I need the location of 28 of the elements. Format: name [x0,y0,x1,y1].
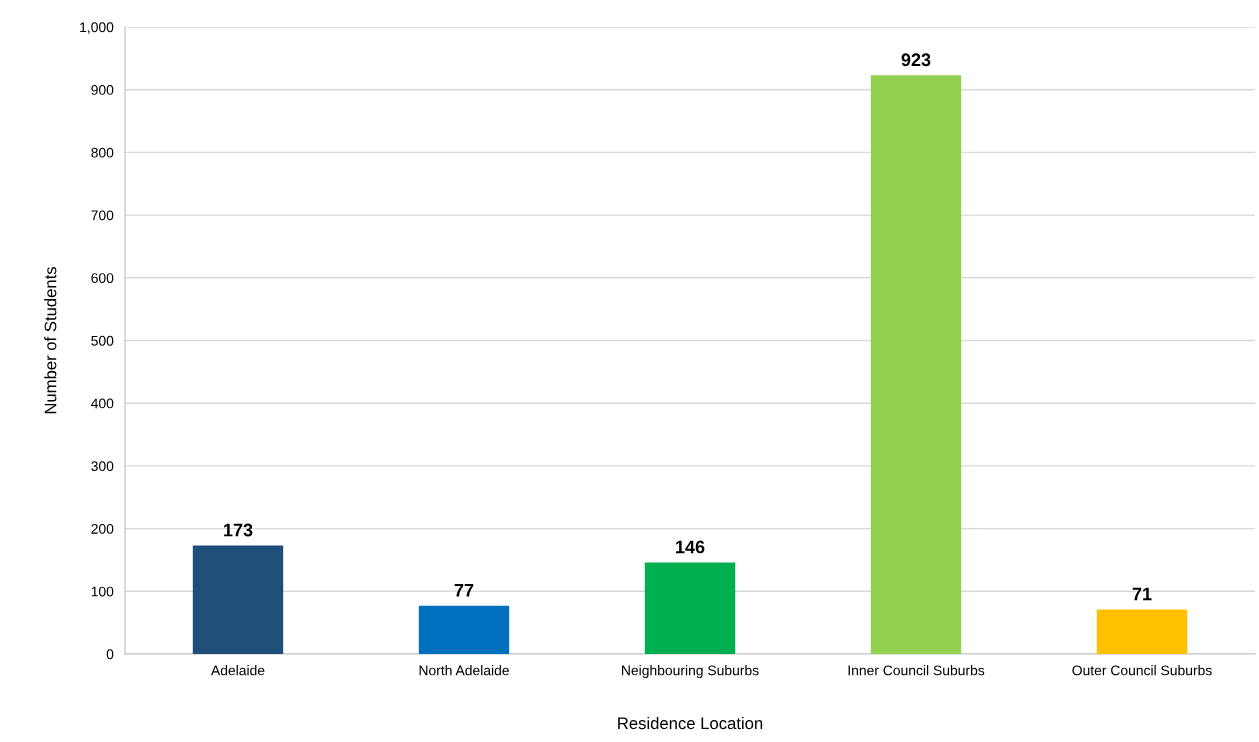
data-label: 77 [454,584,474,597]
data-label: 146 [676,540,705,554]
y-axis-title: Number of Students [44,266,57,414]
x-tick-label: North Adelaide [419,665,509,676]
y-tick-label: 0 [106,649,114,660]
bar [644,562,736,654]
bar [192,545,284,654]
x-tick-label: Inner Council Suburbs [848,665,985,676]
bar [418,605,510,654]
y-tick-label: 900 [91,85,114,95]
data-label: 71 [1132,587,1152,601]
x-tick-label: Outer Council Suburbs [1072,665,1212,676]
x-axis-title: Residence Location [618,716,763,730]
y-tick-label: 300 [91,461,114,472]
bar [870,75,962,654]
y-tick-label: 500 [91,335,114,346]
bar [1096,609,1188,654]
y-tick-label: 400 [91,398,114,409]
y-tick-label: 600 [91,273,114,283]
x-tick-label: Adelaide [211,665,265,676]
y-tick-label: 200 [91,523,114,534]
y-tick-label: 1,000 [80,22,114,34]
y-tick-label: 700 [91,210,114,221]
data-label: 173 [224,523,253,537]
x-tick-label: Neighbouring Suburbs [622,665,759,679]
data-label: 923 [901,53,931,67]
y-tick-label: 800 [91,147,114,158]
y-tick-label: 100 [91,586,114,597]
